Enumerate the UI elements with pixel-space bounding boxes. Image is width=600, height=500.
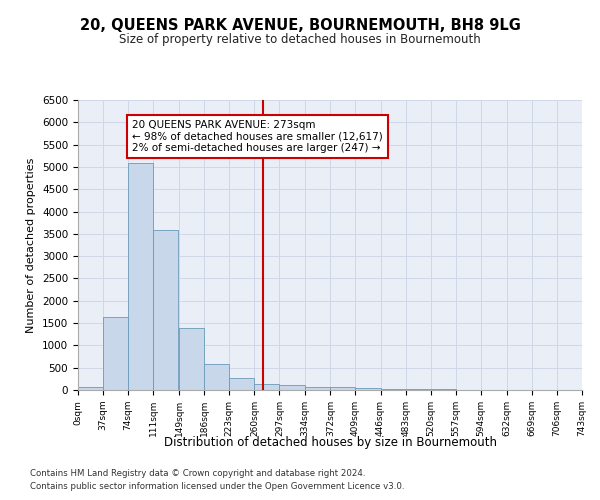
Bar (128, 164, 153, 390)
Bar (78, 386, 103, 390)
Bar (179, 328, 204, 390)
Text: Contains HM Land Registry data © Crown copyright and database right 2024.: Contains HM Land Registry data © Crown c… (30, 468, 365, 477)
Bar (380, 388, 406, 390)
Text: Contains public sector information licensed under the Open Government Licence v3: Contains public sector information licen… (30, 482, 404, 491)
Text: Size of property relative to detached houses in Bournemouth: Size of property relative to detached ho… (119, 32, 481, 46)
Text: 20 QUEENS PARK AVENUE: 273sqm
← 98% of detached houses are smaller (12,617)
2% o: 20 QUEENS PARK AVENUE: 273sqm ← 98% of d… (132, 120, 383, 154)
Bar (305, 386, 329, 390)
Y-axis label: Number of detached properties: Number of detached properties (26, 158, 37, 332)
Bar (254, 384, 280, 390)
Bar (331, 388, 355, 390)
Bar (229, 378, 254, 390)
Bar (406, 389, 431, 390)
Bar (280, 385, 305, 390)
Bar (204, 364, 229, 390)
Bar (103, 318, 128, 390)
Bar (153, 230, 178, 390)
Text: Distribution of detached houses by size in Bournemouth: Distribution of detached houses by size … (163, 436, 497, 449)
Text: 20, QUEENS PARK AVENUE, BOURNEMOUTH, BH8 9LG: 20, QUEENS PARK AVENUE, BOURNEMOUTH, BH8… (80, 18, 520, 32)
Bar (355, 388, 380, 390)
